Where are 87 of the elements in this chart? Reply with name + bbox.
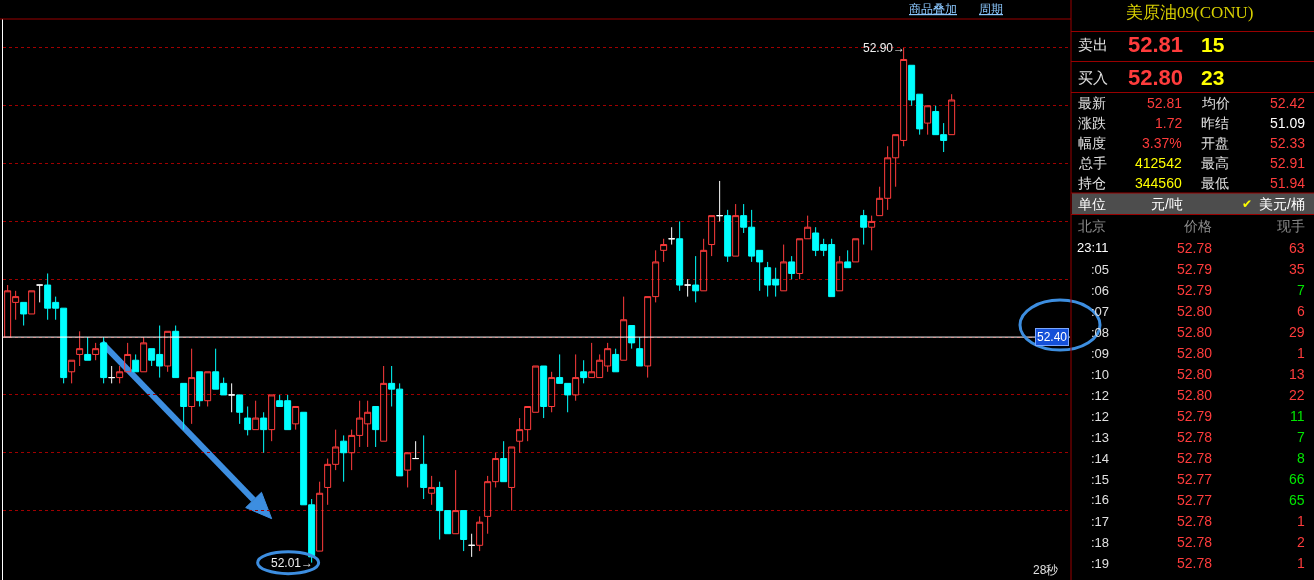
text: 52.33	[1270, 135, 1306, 151]
text: 1	[1297, 555, 1305, 571]
text: 52.78	[1177, 513, 1213, 529]
text: 412542	[1135, 155, 1182, 171]
text: 均价	[1201, 95, 1230, 111]
text: 总手	[1078, 155, 1107, 171]
text: 最高	[1201, 155, 1229, 171]
text: 35	[1289, 261, 1305, 277]
text: 1	[1297, 513, 1305, 529]
text: 3.37%	[1142, 135, 1182, 151]
text: 现手	[1277, 218, 1305, 234]
text: 7	[1297, 282, 1305, 298]
text: 52.91	[1270, 155, 1306, 171]
text: 52.81	[1128, 32, 1184, 57]
text: 1.72	[1155, 115, 1183, 131]
text: 52.78	[1177, 534, 1213, 550]
ref-line-label: 52.40	[1037, 330, 1068, 344]
text: 52.81	[1147, 95, 1183, 111]
text: 52.80	[1177, 324, 1213, 340]
text: 52.42	[1270, 95, 1306, 111]
text: 幅度	[1078, 135, 1106, 151]
text: :18	[1091, 535, 1110, 550]
text: :16	[1091, 492, 1110, 507]
text: 昨结	[1201, 115, 1229, 131]
text: 商品叠加	[909, 2, 957, 16]
text: :12	[1091, 409, 1110, 424]
text: 29	[1289, 324, 1305, 340]
text: 52.80	[1128, 65, 1184, 90]
text: :17	[1091, 514, 1110, 529]
text: 最低	[1201, 175, 1229, 191]
text: 美元/桶	[1259, 196, 1305, 212]
text: 52.79	[1177, 282, 1213, 298]
text: 52.80	[1177, 345, 1213, 361]
text: 52.77	[1177, 492, 1213, 508]
text: 52.79	[1177, 261, 1213, 277]
text: 28秒	[1033, 563, 1059, 577]
text: 1	[1297, 345, 1305, 361]
text: 2	[1297, 534, 1305, 550]
text: :19	[1091, 556, 1110, 571]
text: 13	[1289, 366, 1305, 382]
text: 65	[1289, 492, 1305, 508]
text: 344560	[1135, 175, 1182, 191]
text: 单位	[1078, 196, 1106, 212]
text: 卖出	[1078, 36, 1108, 53]
text: 15	[1201, 33, 1225, 56]
text: 北京	[1078, 218, 1106, 234]
text: :14	[1091, 451, 1110, 466]
text: :10	[1091, 367, 1110, 382]
text: 23	[1201, 66, 1225, 89]
text: 52.78	[1177, 555, 1213, 571]
text: 周期	[979, 2, 1003, 16]
text: 52.78	[1177, 429, 1213, 445]
text: 63	[1289, 240, 1305, 256]
text: :13	[1091, 430, 1110, 445]
text: 8	[1297, 450, 1305, 466]
text: 买入	[1078, 69, 1108, 86]
text: 7	[1297, 429, 1305, 445]
text: 价格	[1183, 218, 1212, 234]
text: 元/吨	[1151, 196, 1183, 212]
text: 52.78	[1177, 240, 1213, 256]
text: ✔	[1242, 197, 1253, 211]
text: :05	[1091, 262, 1110, 277]
text: 23:11	[1077, 240, 1109, 255]
annotation: 52.90→	[863, 41, 906, 55]
text: 52.80	[1177, 303, 1213, 319]
text: 52.80	[1177, 387, 1213, 403]
text: :07	[1091, 304, 1110, 319]
annotation: 52.01→	[271, 556, 314, 570]
text: 52.78	[1177, 450, 1213, 466]
text: :09	[1091, 346, 1110, 361]
text: :15	[1091, 472, 1110, 487]
text: :06	[1091, 283, 1110, 298]
text: 52.77	[1177, 471, 1213, 487]
text: 涨跌	[1078, 115, 1106, 131]
text: :12	[1091, 388, 1110, 403]
text: 52.79	[1177, 408, 1213, 424]
text: 52.80	[1177, 366, 1213, 382]
text: 美原油09(CONU)	[1126, 3, 1254, 22]
text: 51.09	[1270, 115, 1306, 131]
text: 66	[1289, 471, 1305, 487]
text: 51.94	[1270, 175, 1306, 191]
text: 6	[1297, 303, 1305, 319]
text: 最新	[1078, 95, 1106, 111]
text: 持仓	[1078, 175, 1106, 191]
text: 22	[1289, 387, 1305, 403]
text: 开盘	[1201, 135, 1229, 151]
text: 11	[1290, 408, 1305, 424]
